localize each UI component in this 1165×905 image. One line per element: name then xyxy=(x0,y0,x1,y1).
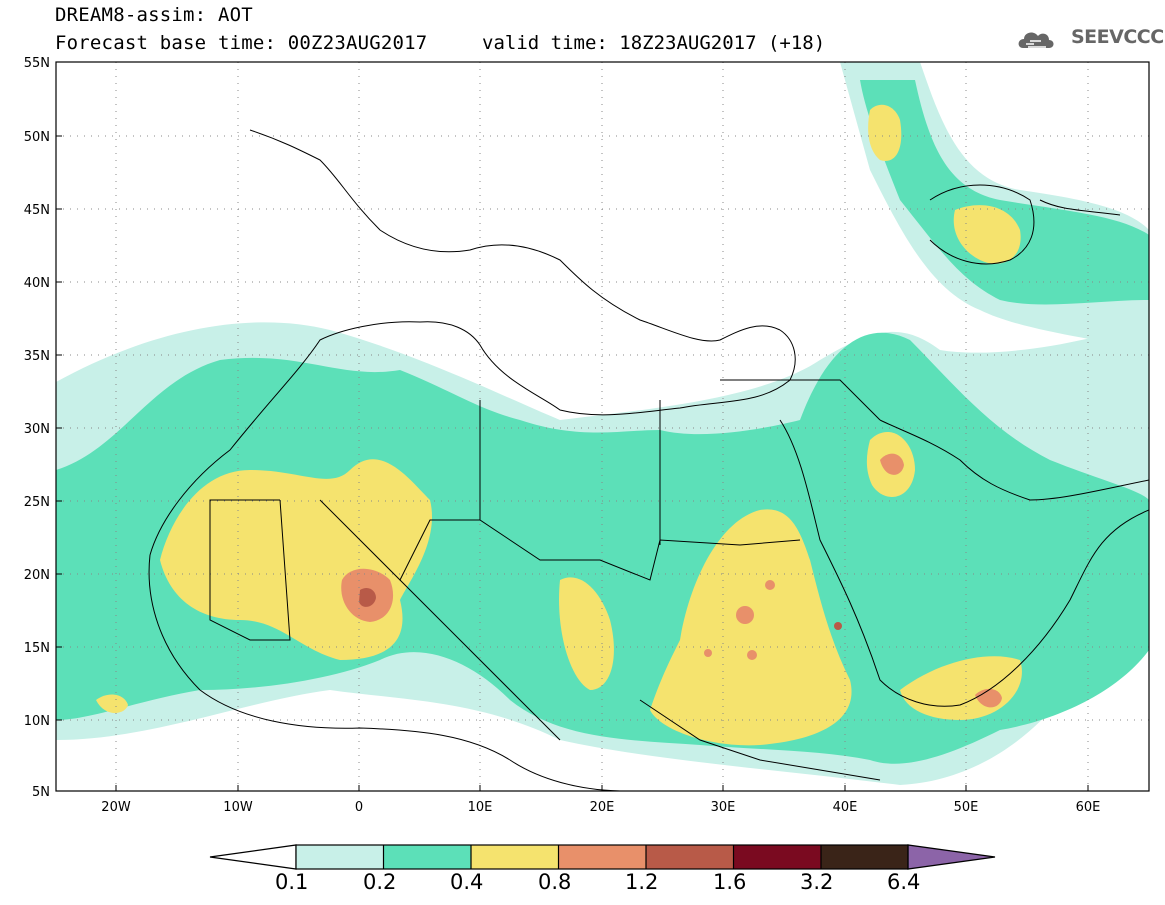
axis-ticks xyxy=(56,61,1089,791)
lon-label: 30E xyxy=(711,800,736,815)
colorbar-label: 3.2 xyxy=(800,870,834,894)
colorbar-label: 1.2 xyxy=(625,870,659,894)
lon-label: 60E xyxy=(1076,800,1101,815)
map-title: DREAM8-assim: AOT xyxy=(55,4,253,26)
lat-label: 40N xyxy=(24,276,50,291)
lat-label: 35N xyxy=(24,349,50,364)
lat-label: 50N xyxy=(24,130,50,145)
lon-label: 0 xyxy=(355,800,363,815)
lat-label: 5N xyxy=(32,785,50,800)
aot-band-1.2 xyxy=(359,587,842,630)
lon-label: 10W xyxy=(223,800,253,815)
lon-label: 40E xyxy=(833,800,858,815)
lat-label: 25N xyxy=(24,495,50,510)
lon-label: 20E xyxy=(590,800,615,815)
lon-label: 10E xyxy=(468,800,493,815)
colorbar-label: 0.1 xyxy=(275,870,309,894)
colorbar-label: 1.6 xyxy=(713,870,747,894)
lat-label: 15N xyxy=(24,641,50,656)
aot-fields xyxy=(56,62,1149,785)
lon-label: 20W xyxy=(101,800,131,815)
lat-label: 45N xyxy=(24,203,50,218)
lon-label: 50E xyxy=(954,800,979,815)
forecast-base-time: Forecast base time: 00Z23AUG2017 xyxy=(55,32,428,54)
graticule xyxy=(56,62,1149,791)
colorbar-label: 0.8 xyxy=(538,870,572,894)
colorbar-label: 0.2 xyxy=(363,870,397,894)
lat-label: 30N xyxy=(24,422,50,437)
latitude-labels: 55N 50N 45N 40N 35N 30N 25N 20N 15N 10N … xyxy=(24,56,50,800)
coastlines xyxy=(148,129,1149,791)
lat-label: 10N xyxy=(24,714,50,729)
valid-time: valid time: 18Z23AUG2017 (+18) xyxy=(482,32,826,54)
longitude-labels: 20W 10W 0 10E 20E 30E 40E 50E 60E xyxy=(101,800,1100,815)
cloud-logo-icon xyxy=(1018,32,1054,48)
colorbar-label: 6.4 xyxy=(887,870,921,894)
logo-wordmark: SEEVCCC xyxy=(1071,26,1164,48)
lat-label: 55N xyxy=(24,56,50,71)
lat-label: 20N xyxy=(24,568,50,583)
colorbar-label: 0.4 xyxy=(450,870,484,894)
